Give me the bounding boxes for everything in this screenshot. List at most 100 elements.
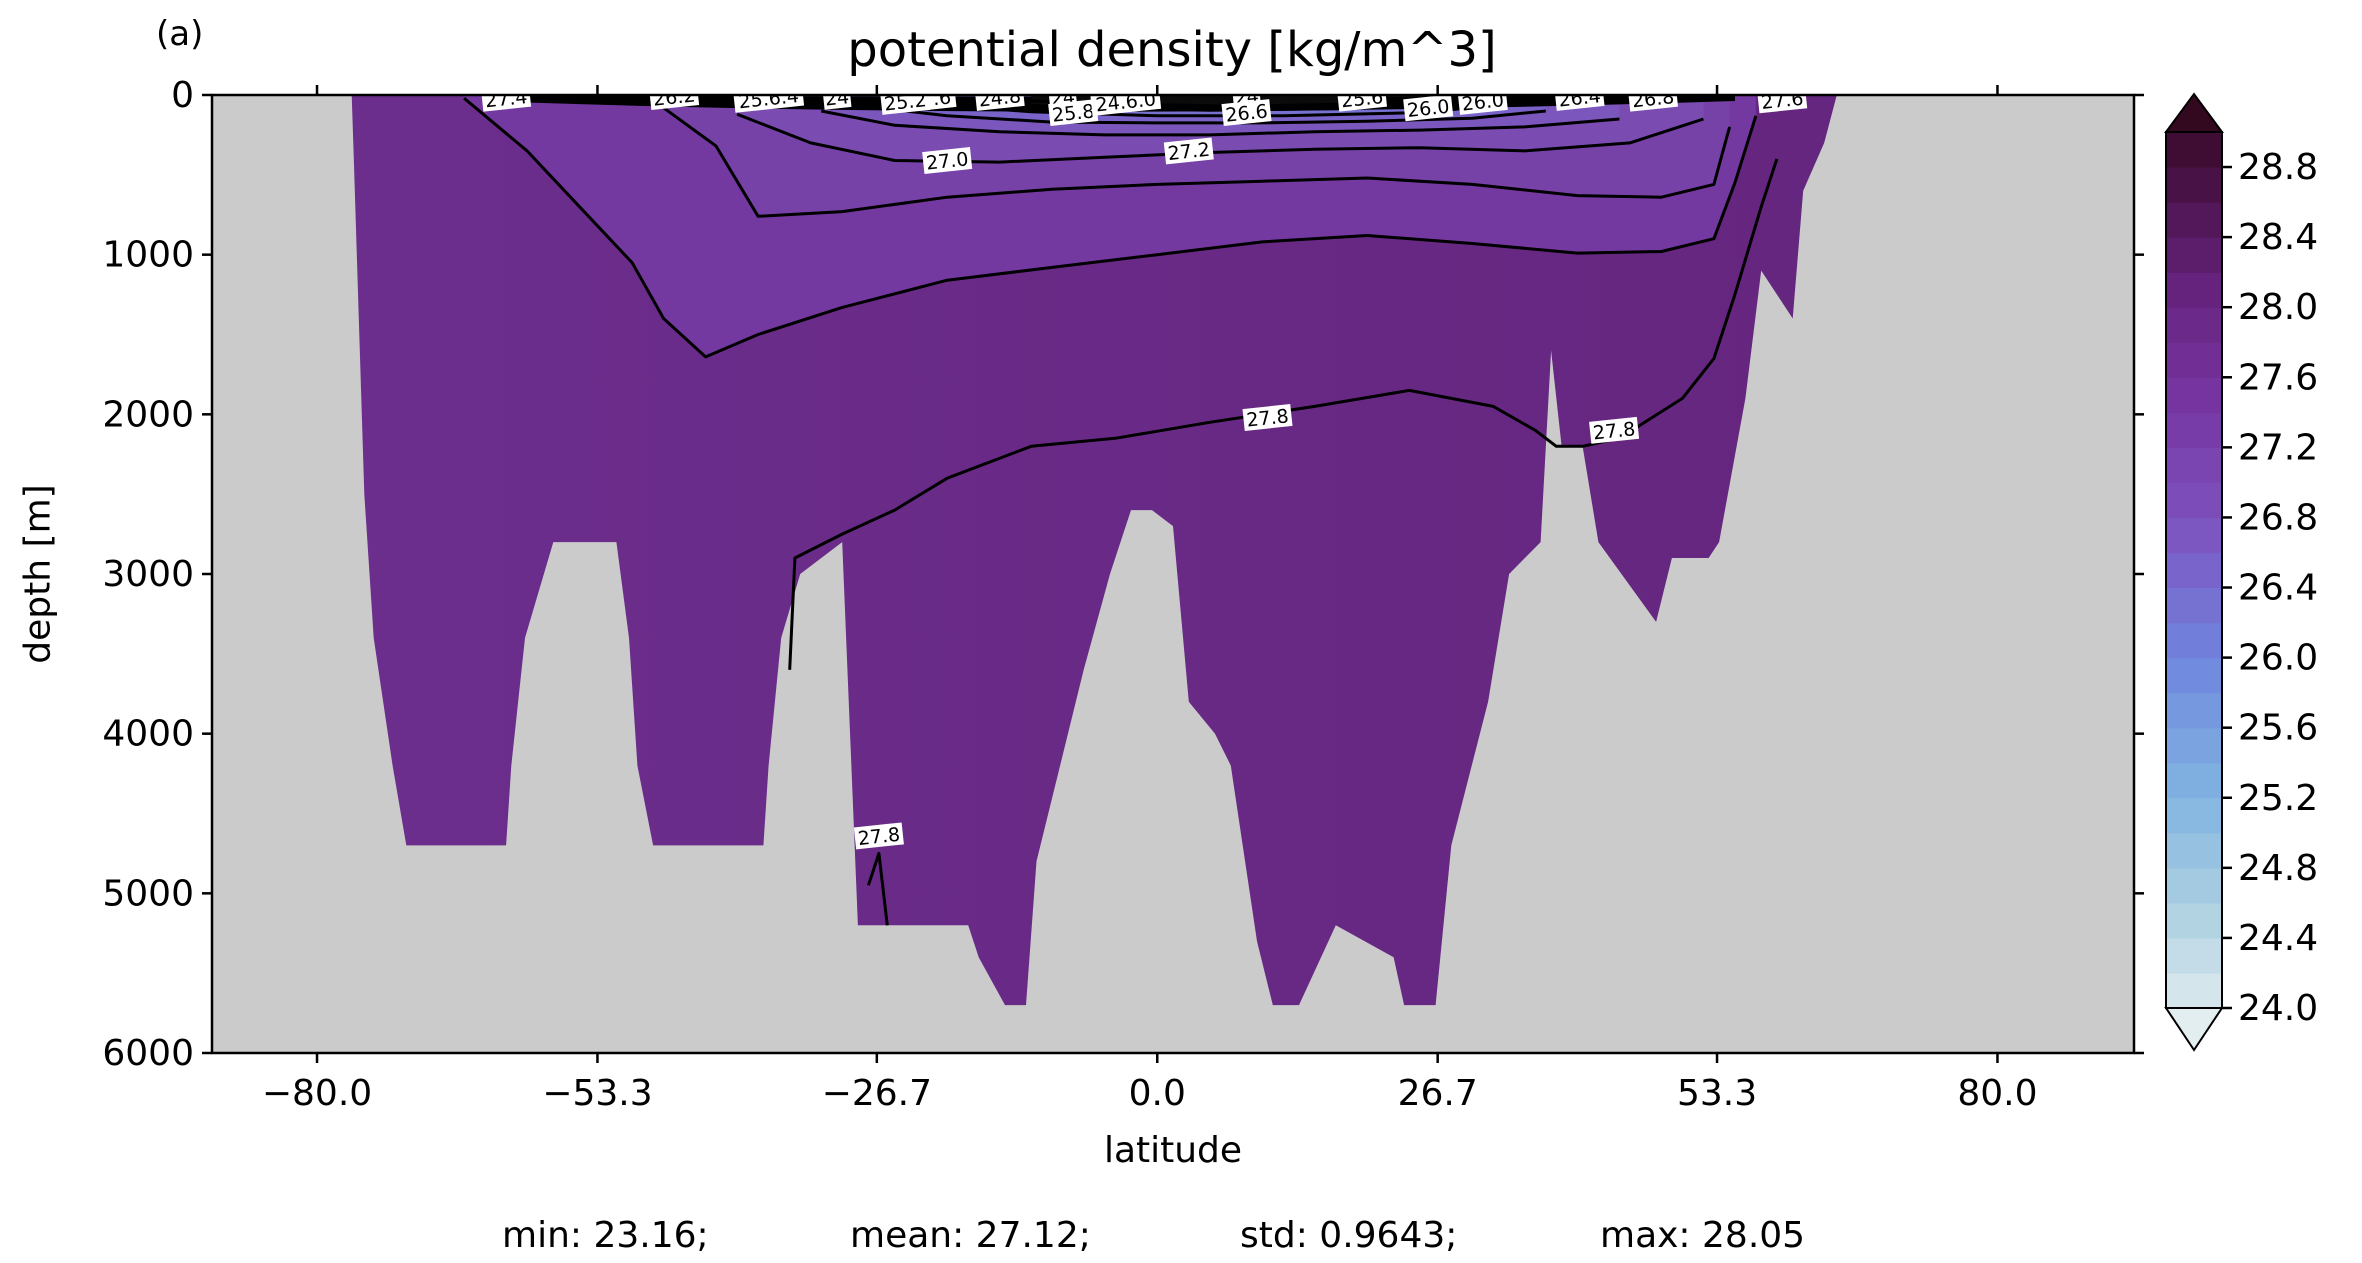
contour-label: 27.4 <box>484 86 528 112</box>
contour-line-27-6 <box>463 97 1758 359</box>
colorbar-segment <box>2166 132 2222 168</box>
contour-label: 24 <box>824 86 850 110</box>
colorbar-tick-label: 26.4 <box>2238 568 2318 609</box>
contour-label-group: 26.8 <box>1627 86 1679 112</box>
contour-label-bg <box>853 822 904 850</box>
contour-label-bg <box>822 95 852 110</box>
contour-label: 27.0 <box>925 148 969 174</box>
contour-label: 26.6 <box>1224 100 1268 126</box>
contour-label: 27.8 <box>1592 418 1636 444</box>
contour-label-group: 26.6 <box>1221 99 1272 127</box>
colorbar-segment <box>2166 517 2222 554</box>
contour-label: 26.8 <box>1631 86 1675 112</box>
contour-label: 27.6 <box>1760 88 1804 114</box>
contour-label-group: 25.8 <box>1048 99 1099 127</box>
y-tick-label: 6000 <box>102 1033 194 1074</box>
contour-label: 26.2 <box>652 84 696 110</box>
stat-max: max: 28.05 <box>1600 1215 1806 1256</box>
contour-label-bg <box>974 95 1025 111</box>
contour-label-group: 24.8 <box>974 85 1025 112</box>
y-tick-label: 0 <box>171 75 194 116</box>
colorbar-segment <box>2166 237 2222 273</box>
x-tick-label: 53.3 <box>1677 1073 1757 1114</box>
colorbar-segment <box>2166 167 2222 203</box>
colorbar-segment <box>2166 902 2222 939</box>
contour-label: 25.2 <box>883 89 927 115</box>
colorbar-segment <box>2166 377 2222 413</box>
contour-label: 27.8 <box>857 824 901 850</box>
stat-mean: mean: 27.12; <box>850 1215 1091 1256</box>
x-tick-label: −53.3 <box>542 1073 652 1114</box>
colorbar-segment <box>2166 762 2222 799</box>
contour-label-group: 27.2 <box>1163 137 1214 165</box>
colorbar-segment <box>2166 622 2222 659</box>
x-tick-label: 0.0 <box>1129 1073 1186 1114</box>
colorbar-tick-label: 25.6 <box>2238 708 2318 749</box>
contour-label-bg <box>922 147 973 174</box>
contour-label-bg <box>649 95 700 111</box>
contour-label-group: 26.0 <box>1457 95 1508 116</box>
contour-label-group: 27.8 <box>853 822 904 850</box>
colorbar-extend-top <box>2164 92 2224 133</box>
colorbar-segment <box>2166 552 2222 589</box>
contour-label-group: 27.6 <box>1757 88 1808 114</box>
contour-label-bg <box>1403 95 1454 122</box>
colorbar-segment <box>2166 832 2222 869</box>
contour-label-group: 25.6 <box>1336 95 1388 112</box>
contour-label-group: 27.8 <box>1242 404 1293 432</box>
contour-label-group: 26.4 <box>1554 85 1605 112</box>
colorbar-tick-label: 26.0 <box>2238 638 2318 679</box>
contour-label: 24.6.0 <box>1095 88 1157 116</box>
panel-label: (a) <box>156 14 204 54</box>
stat-std: std: 0.9643; <box>1240 1215 1458 1256</box>
contour-label-group: 26.0 <box>1403 95 1454 122</box>
contour-label: 26.0 <box>1406 96 1450 122</box>
colorbar-tick-label: 24.4 <box>2238 918 2318 959</box>
contour-label-bg <box>1554 95 1605 111</box>
contour-label-bg <box>1090 95 1162 116</box>
contour-label-bg <box>1242 404 1293 431</box>
contour-label: 27.8 <box>1245 405 1289 431</box>
contour-line-27-4 <box>662 106 1732 218</box>
colorbar-segment <box>2166 307 2222 343</box>
contour-label-group: 25.2 <box>880 89 931 116</box>
y-tick-label: 5000 <box>102 873 194 914</box>
contour-label-bg <box>1221 99 1272 127</box>
contour-label-bg <box>1457 95 1508 115</box>
colorbar-frame <box>2165 131 2223 1009</box>
contour-line-26-8 <box>863 104 1546 125</box>
contour-label-group: .6 <box>927 87 957 111</box>
colorbar-tick-label: 26.8 <box>2238 497 2318 538</box>
contour-label-bg <box>927 95 957 110</box>
contour-label-group: 24 <box>822 86 852 111</box>
contour-label: 26.4 <box>1557 85 1601 111</box>
colorbar-tick-label: 27.2 <box>2238 427 2318 468</box>
colorbar-tick-label: 28.0 <box>2238 287 2318 328</box>
colorbar-segment <box>2166 867 2222 904</box>
contour-label: 24.8 <box>978 85 1022 111</box>
contour-label: .6 <box>932 87 952 111</box>
contour-line-27-8 <box>788 158 1779 670</box>
chart-title: potential density [kg/m^3] <box>847 22 1497 78</box>
contour-label-group: 26.2 <box>649 84 700 111</box>
y-tick-label: 3000 <box>102 554 194 595</box>
colorbar-tick-label: 25.2 <box>2238 778 2318 819</box>
colorbar-tick-label: 27.6 <box>2238 357 2318 398</box>
x-tick-label: −80.0 <box>262 1073 372 1114</box>
contour-label: 25.8 <box>1051 100 1095 126</box>
colorbar-segment <box>2166 272 2222 308</box>
colorbar-segment <box>2166 692 2222 729</box>
colorbar-segment <box>2166 202 2222 238</box>
y-tick-label: 4000 <box>102 714 194 755</box>
colorbar-extend-bottom <box>2164 1007 2224 1052</box>
contour-label-group: 24.6.0 <box>1090 88 1162 116</box>
colorbar-segment <box>2166 412 2222 448</box>
colorbar-segment <box>2166 587 2222 624</box>
contour-label-group: 27.4 <box>481 86 532 112</box>
colorbar-segment <box>2166 972 2222 1009</box>
contour-label-bg <box>481 95 532 112</box>
contour-label-bg <box>733 95 805 113</box>
